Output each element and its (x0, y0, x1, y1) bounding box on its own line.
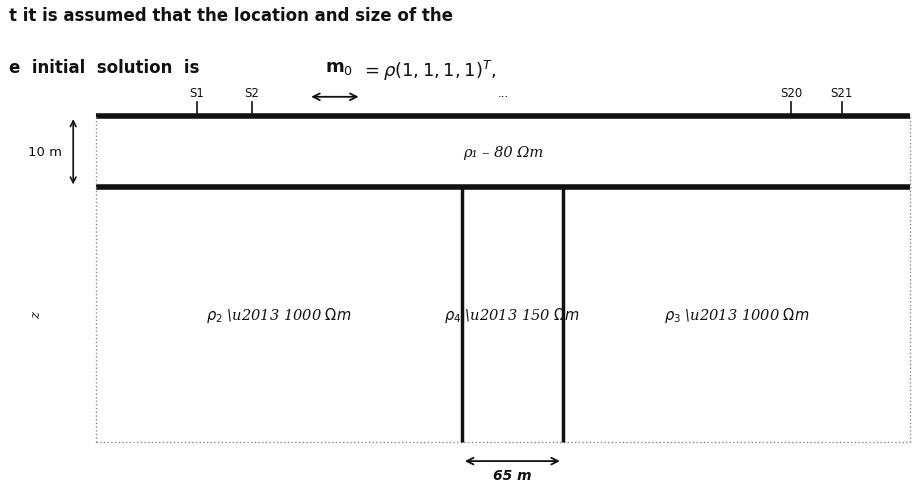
Text: S1: S1 (189, 87, 204, 100)
Text: $=\rho(1,1,1,1)^T,$: $=\rho(1,1,1,1)^T,$ (361, 59, 497, 82)
Text: S21: S21 (831, 87, 853, 100)
Text: ρ₁ – 80 Ωm: ρ₁ – 80 Ωm (463, 145, 544, 160)
Text: t it is assumed that the location and size of the: t it is assumed that the location and si… (9, 7, 453, 25)
Text: S20: S20 (780, 87, 802, 100)
Text: S2: S2 (244, 87, 259, 100)
Text: e  initial  solution  is: e initial solution is (9, 59, 211, 77)
Text: z: z (30, 311, 43, 318)
Text: $\rho_3$ \u2013 1000 $\Omega m$: $\rho_3$ \u2013 1000 $\Omega m$ (664, 305, 809, 324)
Text: 10 m: 10 m (28, 146, 62, 159)
Text: 65 m: 65 m (493, 468, 532, 483)
Text: ...: ... (498, 87, 509, 100)
Text: $\mathbf{m}_0$: $\mathbf{m}_0$ (325, 59, 353, 77)
Text: $\rho_4$ \u2013 150 $\Omega m$: $\rho_4$ \u2013 150 $\Omega m$ (445, 305, 580, 324)
Text: $\rho_2$ \u2013 1000 $\Omega m$: $\rho_2$ \u2013 1000 $\Omega m$ (207, 305, 351, 324)
